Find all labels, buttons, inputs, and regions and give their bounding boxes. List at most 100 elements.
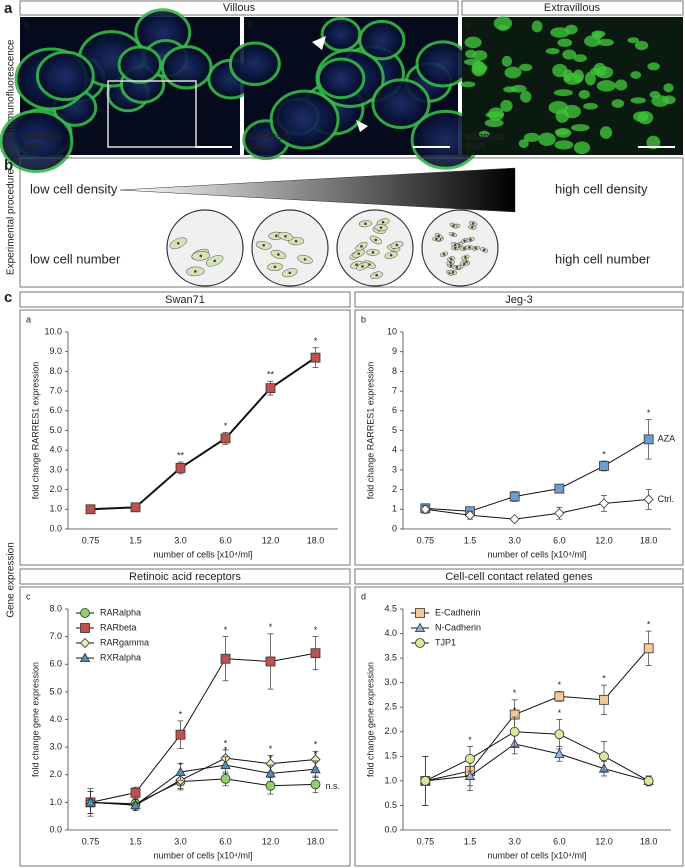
nucleus: [449, 261, 452, 264]
x-tick-label: 3.0: [508, 836, 521, 846]
marker: [509, 491, 520, 502]
marker: [175, 729, 186, 740]
cell: [571, 124, 590, 132]
chart-box: [19, 309, 351, 566]
nucleus: [451, 233, 455, 236]
x-tick-label: 3.0: [174, 535, 187, 545]
y-tick-label: 8: [392, 366, 397, 376]
cell: [478, 130, 490, 138]
marker: [310, 352, 321, 363]
cell: [627, 37, 640, 44]
significance: **: [177, 450, 185, 460]
marker: [130, 502, 141, 513]
nucleus: [468, 246, 471, 249]
marker: [415, 608, 425, 618]
nucleus: [262, 243, 266, 247]
chart-title: Swan71: [165, 294, 205, 306]
legend-label: TJP1: [435, 637, 456, 647]
label: high cell number: [555, 251, 651, 266]
nucleus: [379, 226, 383, 229]
marker: [599, 694, 609, 705]
cell: [538, 132, 556, 146]
marker: [310, 763, 321, 774]
arrowhead: [312, 36, 326, 50]
nucleus: [273, 265, 277, 269]
cell: [630, 71, 642, 79]
cell: [523, 132, 540, 142]
villus: [316, 57, 366, 100]
legend-label: RARalpha: [100, 607, 141, 617]
marker: [265, 768, 276, 778]
x-tick-label: 0.75: [82, 535, 100, 545]
significance: *: [314, 749, 318, 759]
nucleus: [176, 241, 180, 245]
significance: *: [513, 688, 517, 698]
marker: [415, 638, 425, 648]
nucleus: [364, 222, 367, 226]
marker: [85, 504, 96, 515]
cell: [584, 35, 601, 47]
panel-letter: c: [4, 289, 12, 306]
y-tick-label: 6.0: [49, 405, 62, 415]
significance: n.s.: [326, 781, 341, 791]
stain-label: RARRES1: [24, 133, 63, 142]
cell: [584, 71, 596, 86]
x-tick-label: 18.0: [307, 535, 325, 545]
cell: [554, 128, 570, 136]
x-tick-label: 18.0: [307, 836, 325, 846]
marker: [265, 656, 276, 667]
legend-label: RXRalpha: [100, 652, 141, 662]
significance: *: [224, 625, 228, 635]
image-letter: b: [248, 20, 253, 29]
y-tick-label: 4.0: [384, 628, 397, 638]
panel-letter: b: [4, 157, 13, 174]
significance: *: [468, 735, 472, 745]
y-tick-label: 2.0: [384, 726, 397, 736]
marker: [79, 652, 91, 662]
nucleus: [355, 263, 358, 266]
marker: [599, 751, 609, 762]
y-tick-label: 3: [392, 464, 397, 474]
side-label: Gene expression: [6, 542, 17, 618]
cell: [484, 118, 504, 128]
y-tick-label: 0: [392, 523, 397, 533]
significance: **: [267, 370, 275, 380]
x-tick-label: 1.5: [129, 836, 142, 846]
significance: *: [602, 449, 606, 459]
marker: [554, 729, 565, 740]
y-tick-label: 0.0: [49, 824, 62, 834]
legend-label: RARgamma: [100, 637, 149, 647]
marker: [310, 648, 321, 659]
x-tick-label: 18.0: [640, 535, 658, 545]
x-axis-title: number of cells [x10⁴/ml]: [488, 549, 587, 559]
x-tick-label: 0.75: [417, 836, 435, 846]
marker: [465, 753, 475, 764]
nucleus: [395, 243, 399, 247]
y-tick-label: 1.5: [384, 751, 397, 761]
side-label: Immunofluorescence: [6, 39, 17, 132]
significance: *: [269, 622, 273, 632]
marker: [554, 748, 565, 758]
x-tick-label: 0.75: [82, 836, 100, 846]
cell: [662, 95, 676, 105]
nucleus: [449, 257, 453, 261]
cell: [646, 135, 661, 150]
series-line: [90, 764, 316, 806]
x-tick-label: 6.0: [219, 836, 232, 846]
panel-letter: d: [361, 591, 366, 601]
cell: [488, 107, 504, 122]
y-tick-label: 0.5: [384, 800, 397, 810]
cell: [634, 40, 649, 51]
marker: [175, 766, 186, 776]
group-header: [461, 0, 684, 16]
charts: Swan71a0.01.02.03.04.05.06.07.08.09.010.…: [19, 291, 684, 867]
cell: [520, 90, 532, 103]
y-axis-title: fold change gene expression: [365, 662, 375, 777]
y-tick-label: 7.0: [49, 631, 62, 641]
y-tick-label: 2.0: [49, 769, 62, 779]
dish: [421, 209, 499, 287]
x-tick-label: 6.0: [219, 535, 232, 545]
marker: [509, 726, 520, 737]
villus: [35, 50, 95, 102]
